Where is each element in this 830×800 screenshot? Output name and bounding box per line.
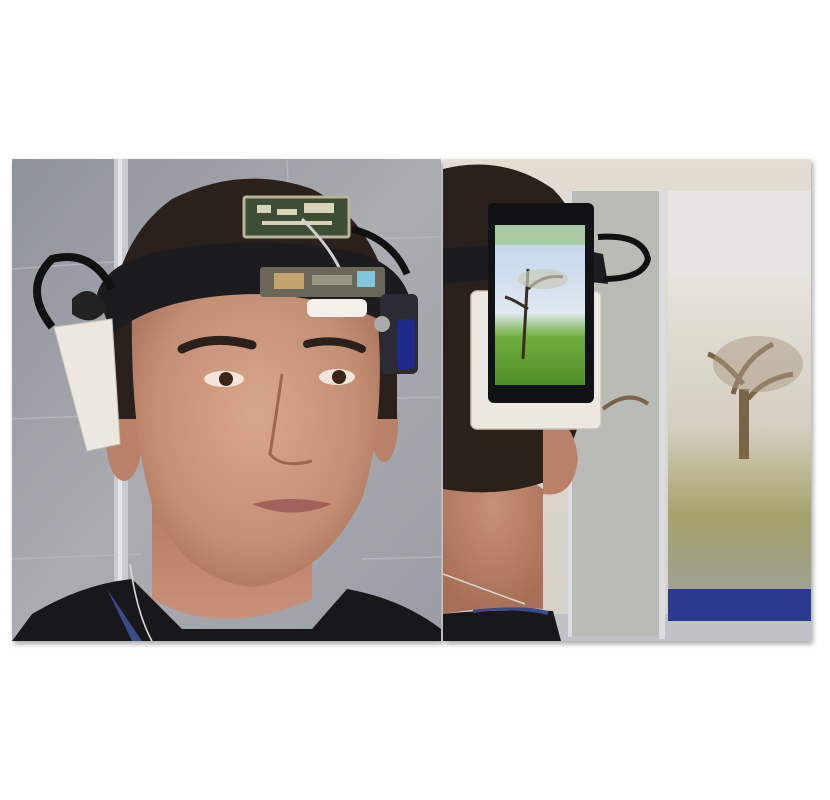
left-photo-illustration	[12, 159, 441, 641]
necklace	[129, 563, 153, 641]
blue-screen-base	[668, 589, 811, 621]
right-photo-illustration	[443, 159, 811, 641]
necklace	[443, 573, 526, 605]
blue-collar	[107, 589, 142, 641]
right-cable	[351, 225, 411, 276]
nose	[268, 373, 313, 466]
neck	[443, 459, 543, 614]
left-cable-loop	[33, 253, 116, 330]
black-headband	[97, 242, 412, 334]
left-photo-front-view	[12, 159, 441, 641]
screen-frame-pole	[659, 189, 665, 639]
ear	[543, 418, 578, 495]
projection-screens	[568, 189, 811, 639]
mouth	[252, 499, 332, 513]
white-foam-pad	[307, 299, 367, 317]
led-indicator	[357, 271, 375, 287]
left-eyebrow	[177, 335, 257, 354]
cable-loop	[597, 233, 652, 282]
black-sweater	[443, 610, 561, 641]
right-photo-side-view	[443, 159, 811, 641]
phone-screen	[495, 225, 585, 385]
right-eyebrow	[303, 337, 366, 353]
white-ear-mount	[53, 318, 121, 452]
black-sweater	[12, 579, 441, 641]
